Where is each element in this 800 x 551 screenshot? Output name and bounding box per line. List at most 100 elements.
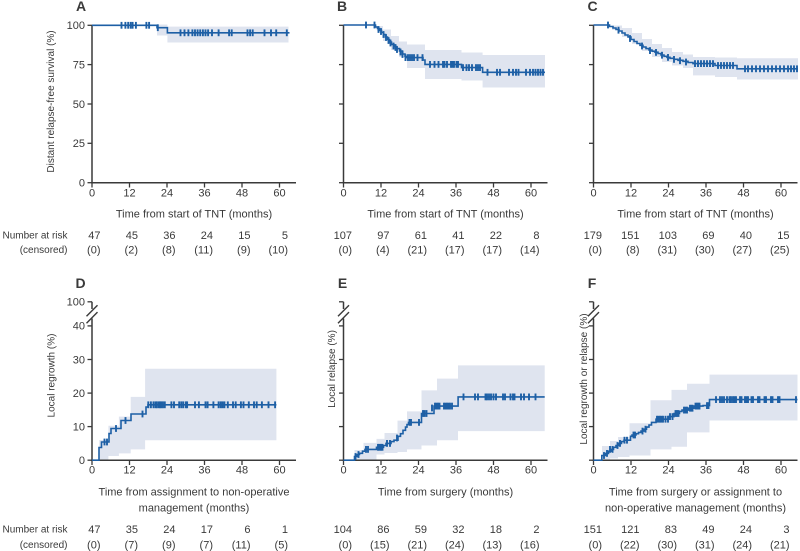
svg-text:40: 40 [740, 230, 752, 242]
svg-text:0: 0 [590, 188, 596, 200]
svg-text:15: 15 [777, 230, 789, 242]
svg-text:32: 32 [452, 524, 464, 536]
svg-text:(7): (7) [125, 540, 138, 551]
svg-text:(censored): (censored) [20, 245, 68, 256]
svg-text:24: 24 [662, 188, 674, 200]
svg-text:15: 15 [238, 230, 250, 242]
svg-text:60: 60 [525, 465, 537, 477]
svg-text:8: 8 [533, 230, 539, 242]
svg-text:22: 22 [490, 230, 502, 242]
svg-text:17: 17 [201, 524, 213, 536]
svg-text:(13): (13) [482, 540, 502, 551]
svg-text:75: 75 [73, 59, 85, 71]
svg-text:Time from start of TNT (months: Time from start of TNT (months) [116, 209, 272, 221]
svg-text:36: 36 [163, 230, 175, 242]
svg-text:non-operative management (mont: non-operative management (months) [605, 503, 786, 515]
svg-text:24: 24 [163, 524, 175, 536]
svg-text:(21): (21) [407, 245, 427, 257]
svg-text:F: F [588, 275, 597, 291]
svg-text:(7): (7) [200, 540, 213, 551]
svg-text:(15): (15) [370, 540, 390, 551]
svg-text:60: 60 [273, 188, 285, 200]
svg-text:36: 36 [198, 188, 210, 200]
svg-text:D: D [75, 275, 85, 291]
svg-text:103: 103 [659, 230, 677, 242]
svg-text:61: 61 [415, 230, 427, 242]
svg-text:50: 50 [73, 99, 85, 111]
svg-text:(11): (11) [194, 245, 213, 257]
svg-text:0: 0 [89, 188, 95, 200]
svg-text:47: 47 [88, 230, 100, 242]
svg-text:24: 24 [412, 465, 424, 477]
svg-text:24: 24 [161, 188, 173, 200]
svg-text:36: 36 [198, 465, 210, 477]
svg-text:3: 3 [783, 524, 789, 536]
svg-text:60: 60 [273, 465, 285, 477]
svg-text:86: 86 [377, 524, 389, 536]
svg-text:(9): (9) [237, 245, 250, 257]
svg-text:60: 60 [775, 188, 787, 200]
svg-text:48: 48 [487, 465, 499, 477]
svg-text:36: 36 [700, 188, 712, 200]
svg-text:100: 100 [67, 20, 85, 32]
svg-text:Number at risk: Number at risk [2, 231, 68, 242]
svg-text:(0): (0) [87, 540, 100, 551]
svg-text:Number at risk: Number at risk [2, 525, 68, 536]
svg-text:0: 0 [79, 455, 85, 467]
svg-text:25: 25 [73, 138, 85, 150]
svg-text:A: A [76, 0, 86, 14]
svg-text:(9): (9) [162, 540, 175, 551]
svg-text:0: 0 [590, 465, 596, 477]
svg-text:(17): (17) [445, 245, 465, 257]
svg-text:(5): (5) [275, 540, 288, 551]
svg-text:40: 40 [73, 321, 85, 333]
svg-text:59: 59 [415, 524, 427, 536]
svg-text:(21): (21) [407, 540, 427, 551]
svg-text:(8): (8) [626, 245, 639, 257]
svg-text:Time from surgery (months): Time from surgery (months) [378, 487, 513, 499]
svg-text:0: 0 [340, 465, 346, 477]
svg-text:100: 100 [67, 297, 85, 309]
svg-text:36: 36 [450, 465, 462, 477]
svg-text:12: 12 [123, 465, 135, 477]
svg-text:(17): (17) [482, 245, 502, 257]
svg-text:10: 10 [73, 421, 85, 433]
svg-text:B: B [337, 0, 347, 14]
svg-text:(27): (27) [732, 245, 752, 257]
svg-text:(22): (22) [620, 540, 640, 551]
svg-text:12: 12 [375, 465, 387, 477]
svg-text:(4): (4) [376, 245, 389, 257]
svg-text:C: C [587, 0, 597, 14]
svg-text:45: 45 [126, 230, 138, 242]
svg-text:36: 36 [700, 465, 712, 477]
svg-text:0: 0 [89, 465, 95, 477]
svg-text:0: 0 [340, 188, 346, 200]
svg-text:(30): (30) [657, 540, 677, 551]
svg-text:(10): (10) [268, 245, 288, 257]
svg-text:Time from assignment to non-op: Time from assignment to non-operative [99, 487, 290, 499]
svg-text:12: 12 [625, 465, 637, 477]
svg-text:management (months): management (months) [139, 503, 250, 515]
svg-text:(0): (0) [589, 245, 602, 257]
svg-text:(25): (25) [770, 245, 790, 257]
svg-text:Time from start of TNT (months: Time from start of TNT (months) [617, 209, 773, 221]
svg-text:12: 12 [375, 188, 387, 200]
svg-text:24: 24 [740, 524, 752, 536]
svg-text:0: 0 [79, 178, 85, 190]
svg-text:(31): (31) [695, 540, 715, 551]
svg-text:(8): (8) [162, 245, 175, 257]
svg-text:Local relapse (%): Local relapse (%) [327, 330, 338, 408]
svg-text:48: 48 [487, 188, 499, 200]
svg-text:151: 151 [621, 230, 639, 242]
svg-text:(31): (31) [657, 245, 677, 257]
svg-text:6: 6 [244, 524, 250, 536]
svg-text:41: 41 [452, 230, 464, 242]
svg-text:(0): (0) [339, 245, 352, 257]
svg-text:(16): (16) [520, 540, 540, 551]
svg-text:(2): (2) [125, 245, 138, 257]
svg-text:104: 104 [334, 524, 352, 536]
svg-text:47: 47 [88, 524, 100, 536]
svg-text:179: 179 [584, 230, 602, 242]
svg-text:2: 2 [533, 524, 539, 536]
svg-text:(21): (21) [770, 540, 790, 551]
